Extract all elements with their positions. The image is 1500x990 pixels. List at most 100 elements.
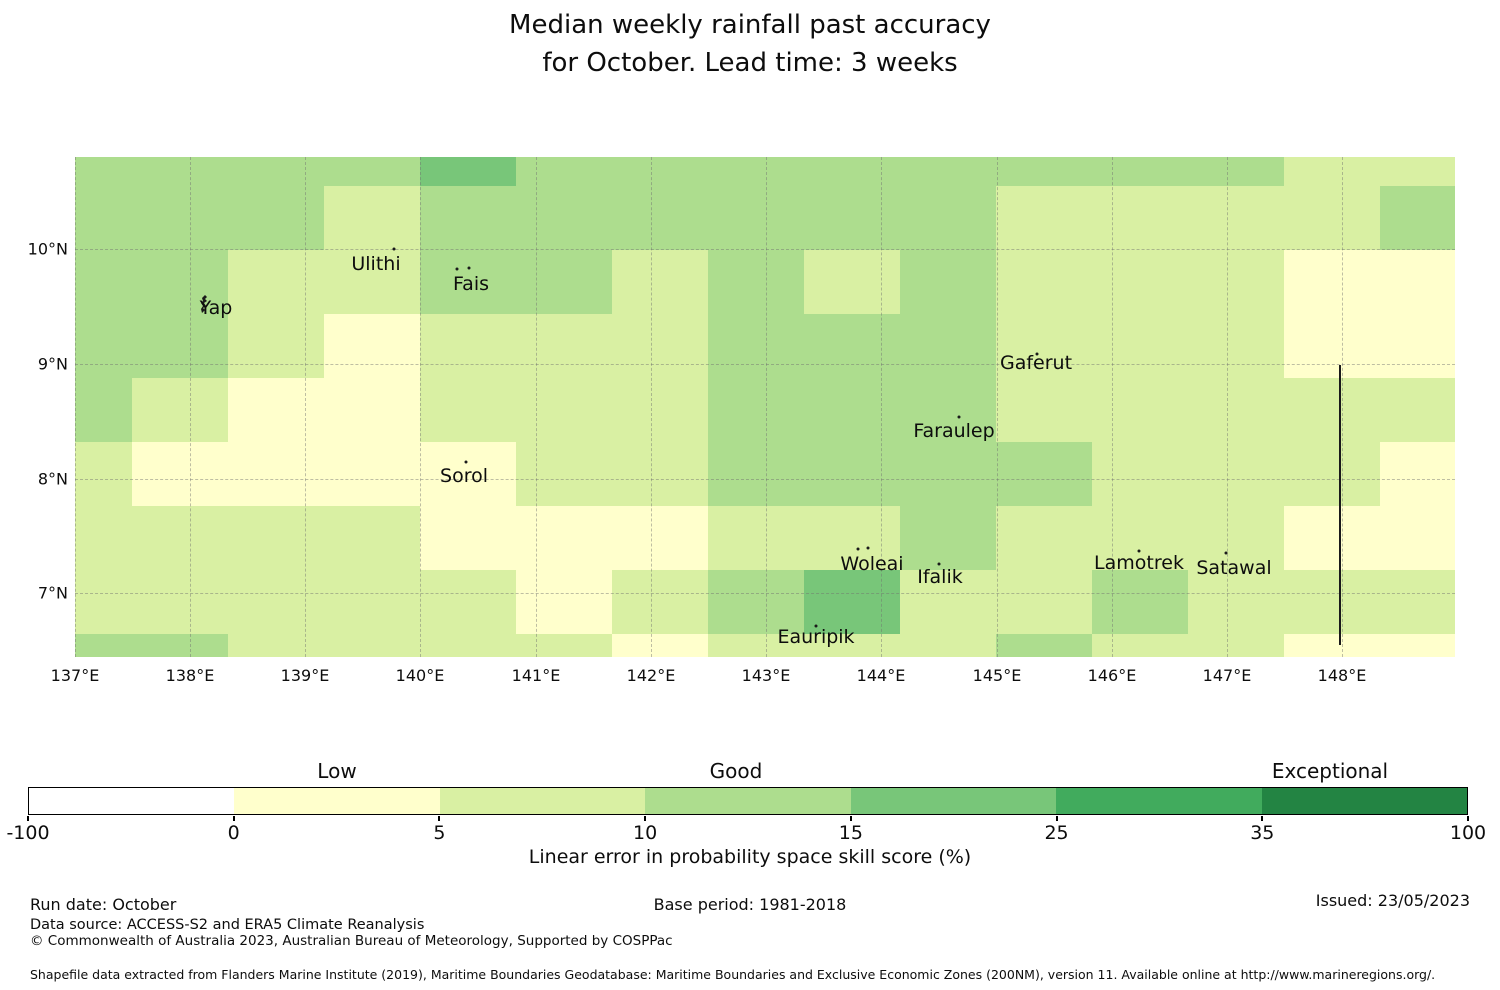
- colorbar-segment: [234, 788, 440, 814]
- longitude-gridline: [1227, 157, 1228, 657]
- colorbar-tick-mark: [1055, 816, 1058, 821]
- longitude-gridline: [536, 157, 537, 657]
- heatmap-cell: [420, 506, 516, 570]
- heatmap-cell: [1188, 314, 1284, 378]
- heatmap-cell: [1284, 506, 1380, 570]
- heatmap-cell: [75, 250, 132, 314]
- heatmap-cell: [1284, 442, 1380, 506]
- heatmap-cell: [996, 186, 1092, 250]
- colorbar-tick-label: 35: [1250, 822, 1275, 844]
- heatmap-cell: [996, 442, 1092, 506]
- heatmap-cell: [516, 378, 612, 442]
- x-axis-tick: 143°E: [741, 666, 791, 685]
- heatmap-cell: [132, 506, 228, 570]
- heatmap-cell: [996, 378, 1092, 442]
- y-axis-tick: 8°N: [37, 469, 68, 489]
- longitude-gridline: [766, 157, 767, 657]
- heatmap-cell: [804, 378, 900, 442]
- heatmap-cell: [324, 570, 420, 634]
- heatmap-cell: [75, 442, 132, 506]
- heatmap-cell: [420, 250, 516, 314]
- island-label: Woleai: [840, 553, 904, 575]
- heatmap-cell: [1092, 157, 1188, 186]
- heatmap-cell: [132, 442, 228, 506]
- heatmap-cell: [1092, 506, 1188, 570]
- base-period-label: Base period: 1981-2018: [653, 895, 847, 914]
- heatmap-cell: [612, 442, 708, 506]
- island-label: Sorol: [440, 465, 488, 487]
- heatmap-cell: [1092, 634, 1188, 657]
- island-dot: [1035, 352, 1039, 356]
- heatmap-cell: [1284, 250, 1380, 314]
- heatmap-cell: [708, 634, 804, 657]
- heatmap-cell: [900, 157, 996, 186]
- island-label: Ifalik: [917, 566, 963, 588]
- heatmap-cell: [1092, 442, 1188, 506]
- island-label: Yap: [199, 297, 233, 319]
- title-line-2: for October. Lead time: 3 weeks: [542, 48, 958, 78]
- page-title: Median weekly rainfall past accuracy for…: [0, 6, 1500, 82]
- heatmap-cell: [996, 634, 1092, 657]
- heatmap-cell: [75, 570, 132, 634]
- colorbar-category-label: Exceptional: [1271, 759, 1389, 783]
- heatmap-cell: [1380, 506, 1455, 570]
- island-dot: [957, 415, 961, 419]
- heatmap-cell: [228, 634, 324, 657]
- colorbar-tick-mark: [232, 816, 235, 821]
- heatmap-cell: [996, 250, 1092, 314]
- heatmap-cell: [228, 506, 324, 570]
- heatmap-cell: [420, 378, 516, 442]
- heatmap-cell: [708, 186, 804, 250]
- island-outline: [198, 294, 212, 318]
- heatmap-cell: [1380, 314, 1455, 378]
- longitude-gridline: [190, 157, 191, 657]
- heatmap-cell: [1188, 186, 1284, 250]
- heatmap-cell: [228, 442, 324, 506]
- heatmap-cell: [804, 634, 900, 657]
- eez-boundary-line: [1339, 365, 1341, 645]
- heatmap-cell: [324, 157, 420, 186]
- heatmap-cell: [804, 442, 900, 506]
- island-dot: [464, 460, 468, 464]
- colorbar-tick-label: 5: [433, 822, 446, 844]
- heatmap-cell: [708, 250, 804, 314]
- heatmap-cell: [612, 250, 708, 314]
- heatmap-cell: [1380, 250, 1455, 314]
- heatmap-cell: [1380, 570, 1455, 634]
- heatmap-cell: [324, 442, 420, 506]
- heatmap-cell: [804, 250, 900, 314]
- x-axis-tick: 138°E: [165, 666, 215, 685]
- y-axis-tick: 7°N: [37, 583, 68, 603]
- colorbar-tick-mark: [849, 816, 852, 821]
- heatmap-cell: [132, 314, 228, 378]
- latitude-gridline: [75, 479, 1455, 480]
- island-dot: [856, 547, 860, 551]
- heatmap-cell: [516, 314, 612, 378]
- island-label: Satawal: [1196, 557, 1272, 579]
- x-axis-tick: 144°E: [856, 666, 906, 685]
- heatmap-cell: [612, 314, 708, 378]
- heatmap-cell: [420, 157, 516, 186]
- heatmap-cell: [708, 157, 804, 186]
- heatmap-cell: [1284, 570, 1380, 634]
- heatmap-cell: [516, 506, 612, 570]
- heatmap-cell: [420, 570, 516, 634]
- heatmap-cell: [1380, 378, 1455, 442]
- heatmap-cell: [228, 250, 324, 314]
- heatmap-cell: [75, 506, 132, 570]
- heatmap-cell: [708, 506, 804, 570]
- longitude-gridline: [997, 157, 998, 657]
- heatmap-cell: [708, 314, 804, 378]
- colorbar-tick-label: 15: [838, 822, 863, 844]
- longitude-gridline: [420, 157, 421, 657]
- latitude-gridline: [75, 249, 1455, 250]
- heatmap-cell: [75, 157, 132, 186]
- colorbar-tick-mark: [1467, 816, 1469, 821]
- heatmap-cell: [708, 378, 804, 442]
- colorbar-tick-label: 10: [633, 822, 658, 844]
- heatmap-cell: [1284, 378, 1380, 442]
- heatmap-cell: [324, 314, 420, 378]
- colorbar-category-label: Low: [317, 759, 357, 783]
- heatmap-cell: [1188, 442, 1284, 506]
